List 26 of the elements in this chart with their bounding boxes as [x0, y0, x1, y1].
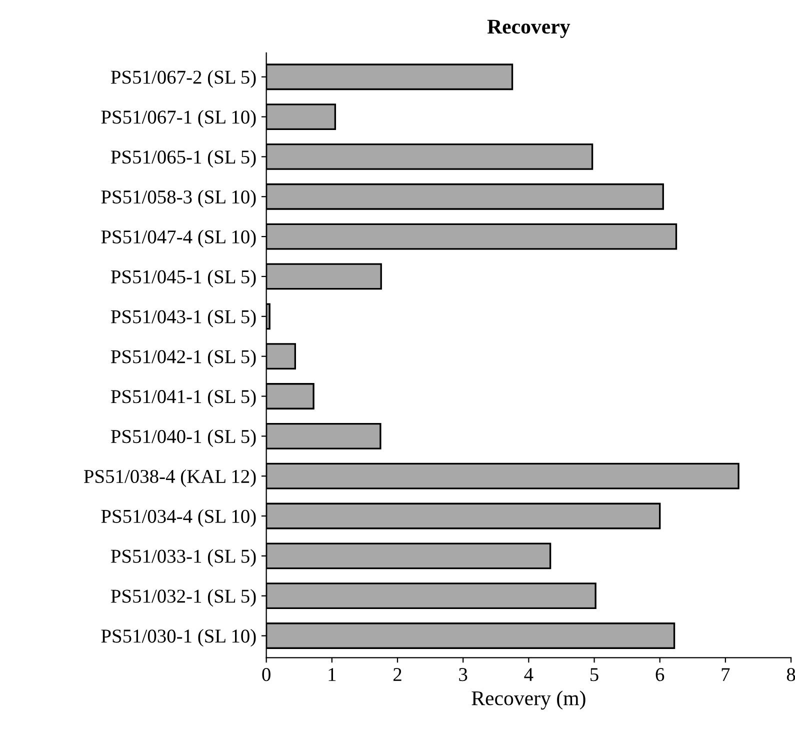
x-tick-label: 6: [656, 668, 664, 682]
y-tick-label: PS51/047-4 (SL 10): [101, 230, 256, 248]
x-tick-label: 7: [722, 668, 730, 681]
y-tick-label: PS51/067-2 (SL 5): [110, 70, 256, 88]
x-axis-title: Recovery (m): [472, 690, 586, 710]
y-tick-label: PS51/032-1 (SL 5): [110, 589, 256, 607]
y-tick-label: PS51/058-3 (SL 10): [101, 190, 256, 208]
y-tick-label: PS51/065-1 (SL 5): [110, 150, 256, 168]
x-tick-label: 3: [459, 668, 468, 682]
y-tick-label: PS51/030-1 (SL 10): [101, 629, 256, 647]
y-tick-label: PS51/034-4 (SL 10): [101, 509, 256, 527]
y-tick-label: PS51/040-1 (SL 5): [110, 429, 256, 448]
y-tick-label: PS51/045-1 (SL 5): [110, 270, 256, 288]
chart-title: Recovery: [487, 20, 570, 38]
x-tick-label: 2: [393, 668, 402, 681]
x-tick-label: 4: [524, 668, 534, 681]
x-tick-label: 5: [590, 668, 598, 682]
y-tick-label: PS51/067-1 (SL 10): [101, 110, 256, 128]
y-tick-label: PS51/041-1 (SL 5): [110, 389, 256, 408]
y-tick-label: PS51/033-1 (SL 5): [110, 549, 256, 567]
y-tick-label: PS51/042-1 (SL 5): [110, 350, 256, 368]
x-tick-label: 8: [786, 668, 795, 682]
x-tick-label: 0: [262, 668, 270, 682]
y-tick-label: PS51/043-1 (SL 5): [110, 310, 256, 328]
x-tick-label: 1: [328, 668, 336, 681]
y-tick-label: PS51/038-4 (KAL 12): [84, 469, 256, 487]
